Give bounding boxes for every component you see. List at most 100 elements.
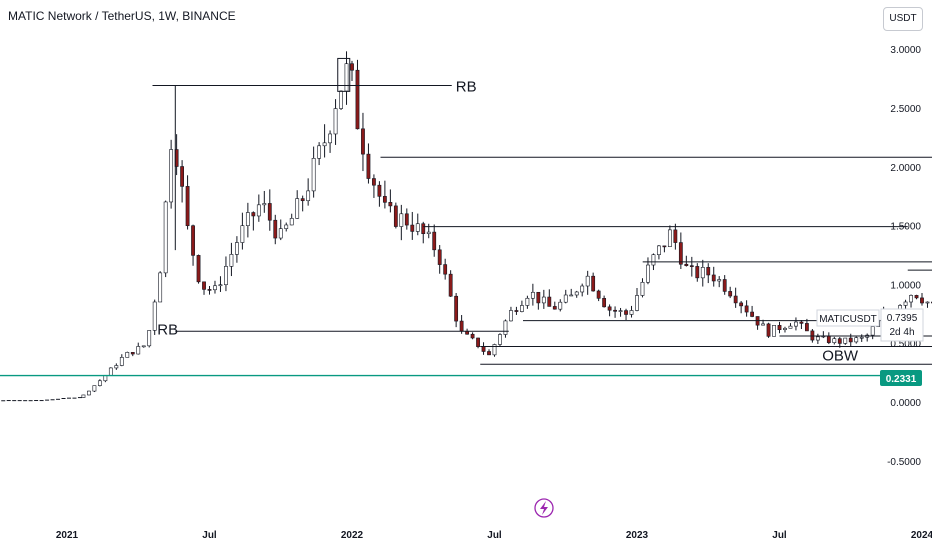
candle-body [114, 365, 119, 369]
candle-body [651, 254, 656, 266]
candle-body [783, 327, 787, 330]
candle-body [722, 279, 727, 292]
candle-body [640, 281, 645, 296]
candle-body [372, 178, 376, 186]
candle-body [333, 108, 338, 135]
candle-body [476, 337, 480, 347]
x-tick-label: 2024 [911, 530, 932, 541]
candle-body [903, 301, 908, 306]
candle-body [377, 184, 382, 197]
candle-body [854, 337, 859, 343]
candle-body [147, 330, 152, 347]
candle-body [459, 320, 464, 332]
candle-body [169, 149, 174, 203]
candle-body [744, 305, 749, 313]
candle-body [684, 263, 689, 266]
bolt-icon[interactable] [534, 498, 554, 518]
candle-body [706, 267, 711, 276]
candle-body [700, 267, 705, 279]
candle-body [87, 390, 91, 396]
candle-body [657, 245, 661, 255]
candle-body [202, 281, 206, 290]
candle-body [136, 346, 141, 355]
candle-body [733, 295, 738, 304]
candle-body [618, 310, 623, 312]
candle-body [591, 275, 596, 292]
candle-body [673, 229, 678, 243]
candle-body [393, 205, 398, 227]
candle-body [481, 346, 486, 352]
candle-body [191, 225, 195, 256]
candle-body [125, 352, 130, 358]
candle-body [443, 264, 448, 275]
candle-body [284, 224, 289, 229]
candle-body [492, 344, 497, 356]
candle-body [256, 204, 261, 217]
candle-body [448, 273, 453, 297]
candle-body [498, 334, 502, 345]
x-tick-label: Jul [202, 530, 217, 541]
x-axis: 2021Jul2022Jul2023Jul2024Jul2025Jul2026J… [56, 530, 932, 541]
candle-body [322, 142, 327, 147]
candle-body [596, 290, 601, 299]
candle-body [300, 198, 305, 202]
candle-body [739, 302, 744, 307]
candle-body [218, 284, 223, 287]
candle-body [350, 63, 354, 71]
candle-body [339, 90, 343, 109]
candle-body [525, 297, 530, 306]
candle-body [569, 294, 574, 297]
candle-body [262, 203, 267, 206]
candle-body [81, 394, 86, 398]
candle-body [119, 357, 124, 366]
candle-body [777, 325, 782, 330]
candle-body [695, 266, 700, 279]
candle-body [235, 242, 239, 255]
candle-body [108, 367, 113, 376]
candle-body [552, 306, 557, 310]
candle-body [635, 295, 639, 311]
candle-body [251, 212, 256, 217]
symbol-badge: MATICUSDT [816, 309, 880, 327]
candle-body [355, 69, 360, 130]
candle-body [837, 338, 842, 344]
x-tick-label: 2022 [341, 530, 364, 541]
candle-body [826, 335, 831, 343]
candle-body [547, 296, 552, 307]
candle-body [366, 153, 371, 179]
candle-body [311, 158, 316, 192]
x-tick-label: 2023 [626, 530, 649, 541]
candle-body [97, 380, 102, 386]
candle-body [520, 305, 524, 312]
candle-body [421, 223, 426, 235]
candle-body [667, 229, 672, 247]
y-tick-label: 0.5000 [890, 339, 921, 350]
x-tick-label: 2021 [56, 530, 79, 541]
candle-body [437, 249, 442, 265]
candle-body [530, 291, 535, 299]
candle-body [794, 321, 798, 327]
candle-body [766, 323, 771, 337]
candle-body [509, 310, 513, 322]
candle-body [580, 285, 585, 293]
y-axis: 3.0000 2.5000 2.0000 1.5000 1.0000 0.5000 0.00… [887, 45, 921, 468]
candle-body [328, 133, 332, 144]
candle-body [180, 166, 184, 187]
y-tick-label: 3.0000 [890, 45, 921, 56]
candles-layer [1, 51, 932, 402]
candle-body [454, 295, 459, 322]
level-label: RB [157, 321, 178, 338]
candle-body [624, 310, 628, 315]
currency-button[interactable]: USDT [883, 7, 923, 31]
candle-body [788, 325, 793, 329]
candle-body [229, 254, 234, 267]
candle-body [585, 275, 590, 287]
y-tick-label: 0.0000 [890, 398, 921, 409]
candle-body [306, 190, 311, 202]
y-tick-label: 2.0000 [890, 163, 921, 174]
candle-body [317, 145, 322, 159]
candle-body [426, 231, 431, 235]
candle-body [925, 301, 930, 304]
countdown-label: 2d 4h [889, 327, 914, 338]
